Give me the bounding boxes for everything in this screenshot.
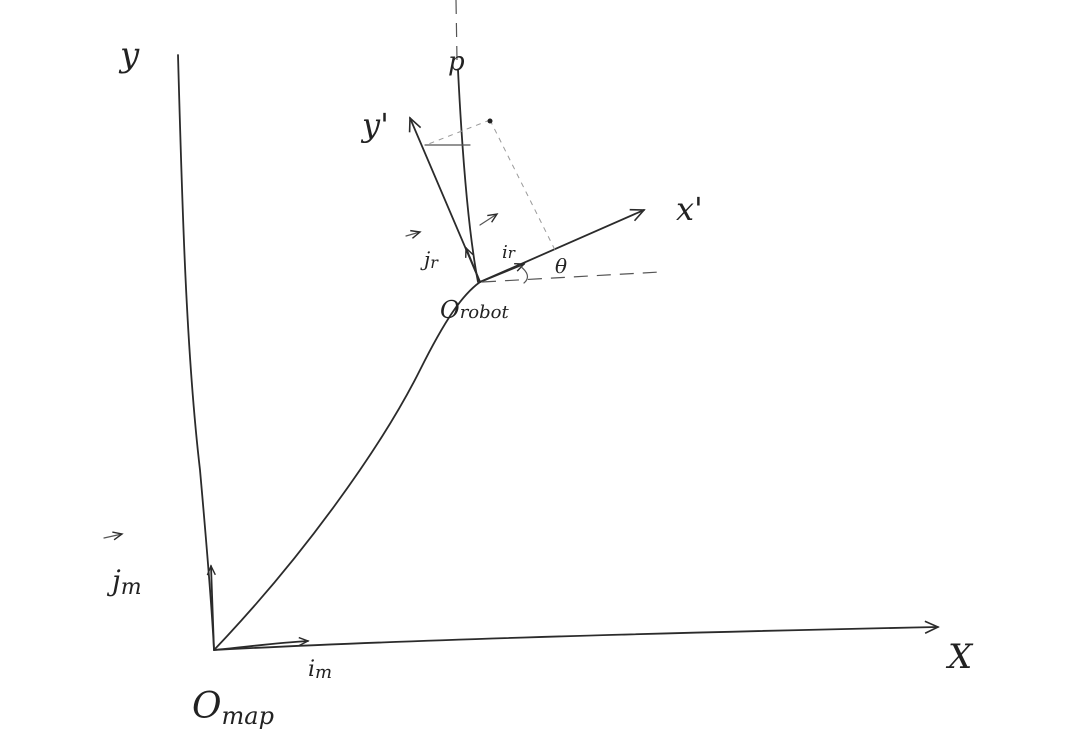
- robot-x-axis-label: x': [676, 190, 703, 228]
- map-y-axis: [177, 54, 215, 651]
- theta-arc: [519, 265, 529, 284]
- projection-to-x-prime: [489, 119, 557, 253]
- horizontal-reference-line: [481, 271, 661, 283]
- point-p-label: p: [448, 47, 465, 77]
- robot-y-axis-label: y': [360, 106, 389, 144]
- projection-to-y-prime: [425, 119, 491, 146]
- vertical-reference-line: [457, 69, 479, 283]
- vertical-dashed-extension: [455, 0, 458, 61]
- map-unit-i-vector: [213, 636, 310, 651]
- map-unit-i-label: im: [308, 657, 332, 683]
- map-unit-j-overarrow: [103, 531, 124, 541]
- translation-vector: [213, 281, 481, 651]
- robot-unit-j-label: jr: [420, 247, 439, 272]
- map-y-axis-label: y: [118, 35, 140, 75]
- robot-unit-i-vector: [479, 263, 526, 283]
- map-unit-j-label: jm: [106, 564, 142, 600]
- point-marker: [487, 118, 493, 124]
- map-x-axis-label: X: [945, 637, 974, 677]
- inner-arrow-mark: [479, 213, 499, 226]
- map-x-axis: [213, 620, 940, 651]
- robot-unit-i-label: ir: [502, 242, 516, 263]
- map-origin-label: Omap: [192, 686, 274, 730]
- robot-unit-j-overarrow: [405, 229, 422, 239]
- theta-label: θ: [555, 254, 567, 278]
- map-unit-j-vector: [206, 564, 216, 651]
- robot-origin-label: Orobot: [440, 296, 509, 324]
